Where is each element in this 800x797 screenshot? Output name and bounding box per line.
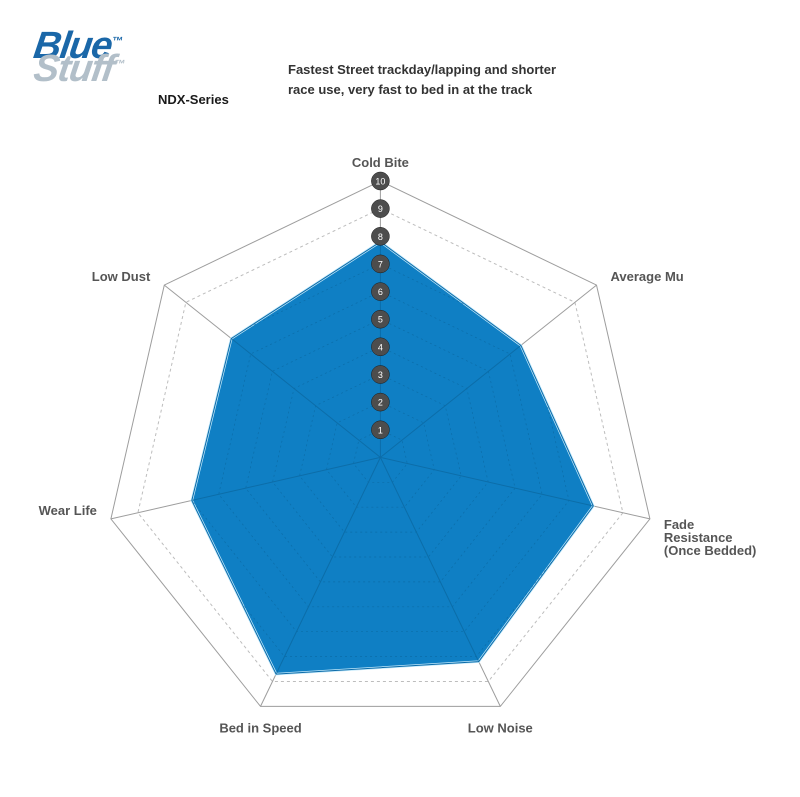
svg-text:Low Noise: Low Noise — [468, 720, 533, 735]
svg-text:(Once Bedded): (Once Bedded) — [664, 543, 756, 558]
svg-text:Cold Bite: Cold Bite — [352, 155, 409, 170]
svg-text:7: 7 — [378, 259, 383, 269]
svg-text:4: 4 — [378, 342, 383, 352]
svg-text:Bed in Speed: Bed in Speed — [219, 720, 301, 735]
svg-text:2: 2 — [378, 398, 383, 408]
svg-text:9: 9 — [378, 204, 383, 214]
svg-text:6: 6 — [378, 287, 383, 297]
svg-text:10: 10 — [375, 177, 385, 187]
svg-text:5: 5 — [378, 315, 383, 325]
svg-text:Average Mu: Average Mu — [611, 269, 684, 284]
svg-text:Wear Life: Wear Life — [39, 503, 97, 518]
svg-text:3: 3 — [378, 370, 383, 380]
svg-text:8: 8 — [378, 232, 383, 242]
svg-text:1: 1 — [378, 425, 383, 435]
svg-text:Low Dust: Low Dust — [92, 269, 151, 284]
